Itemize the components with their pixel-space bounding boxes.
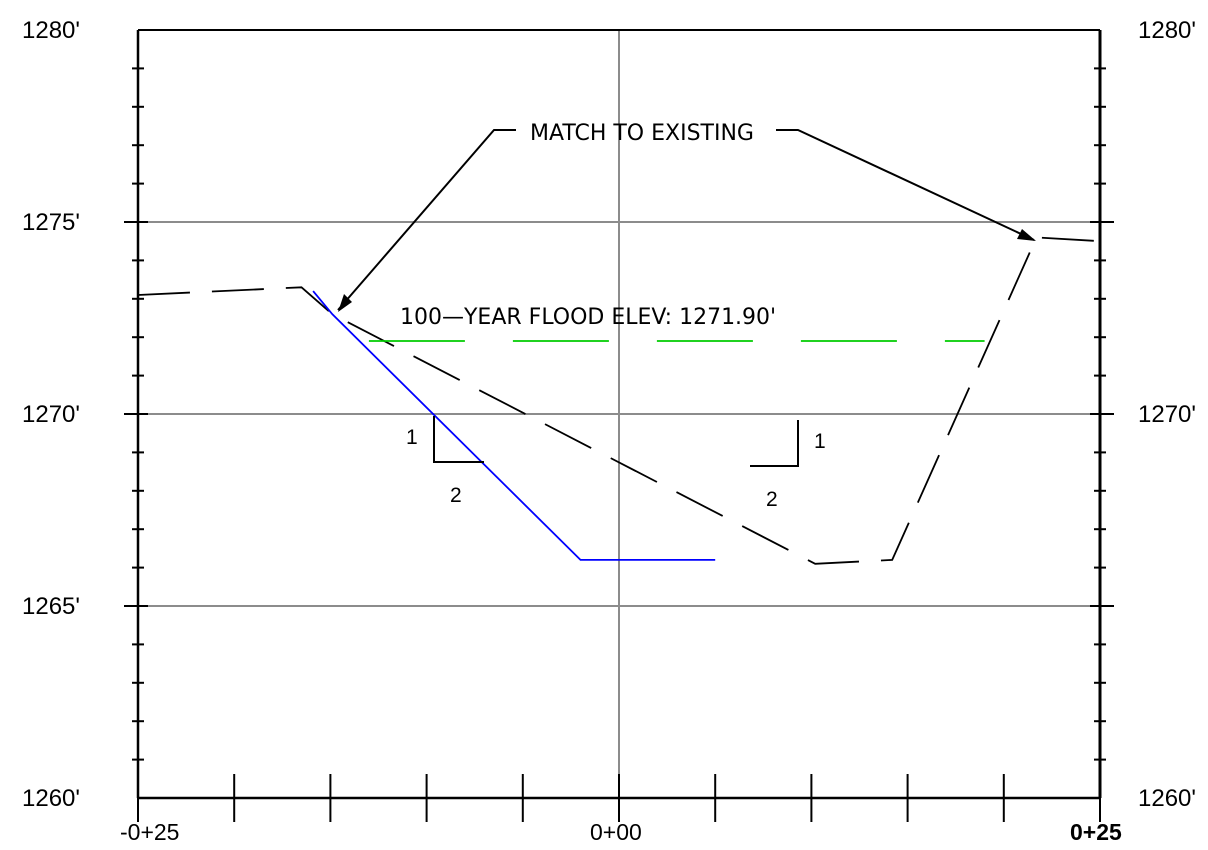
slope-markers: 1 2 1 2 <box>406 416 826 511</box>
x-tick-plus-25: 0+25 <box>1070 819 1122 845</box>
y-tick-right-1260: 1260' <box>1138 785 1196 812</box>
slope-right-run: 2 <box>766 488 778 511</box>
slope-marker-left <box>433 416 484 463</box>
annotations: MATCH TO EXISTING 100—YEAR FLOOD ELEV: 1… <box>337 121 1036 330</box>
series-layer <box>137 236 1101 565</box>
y-tick-left-1275: 1275' <box>22 209 80 236</box>
axis-ticks <box>124 67 1114 822</box>
match-to-existing-label: MATCH TO EXISTING <box>530 121 754 146</box>
y-tick-left-1265: 1265' <box>22 593 80 620</box>
axis-labels: 1280' 1275' 1270' 1265' 1260' 1280' 1270… <box>22 17 1196 845</box>
leader-left <box>337 129 516 311</box>
y-tick-right-1270: 1270' <box>1138 401 1196 428</box>
y-tick-right-1280: 1280' <box>1138 17 1196 44</box>
flood-elevation-label: 100—YEAR FLOOD ELEV: 1271.90' <box>400 305 776 330</box>
series-0-line <box>137 236 1101 565</box>
slope-left-run: 2 <box>450 484 462 507</box>
leader-right <box>776 129 1035 241</box>
x-tick-0: 0+00 <box>590 819 642 845</box>
x-tick-minus-25: -0+25 <box>120 819 179 845</box>
slope-left-rise: 1 <box>406 426 418 449</box>
series-1-line <box>312 290 716 561</box>
slope-right-rise: 1 <box>814 430 826 453</box>
arrowhead-left <box>338 294 352 312</box>
grid <box>138 30 1100 798</box>
y-tick-left-1270: 1270' <box>22 401 80 428</box>
arrowhead-right <box>1017 229 1036 241</box>
y-tick-left-1260: 1260' <box>22 785 80 812</box>
y-tick-left-1280: 1280' <box>22 17 80 44</box>
slope-marker-right <box>750 420 799 467</box>
